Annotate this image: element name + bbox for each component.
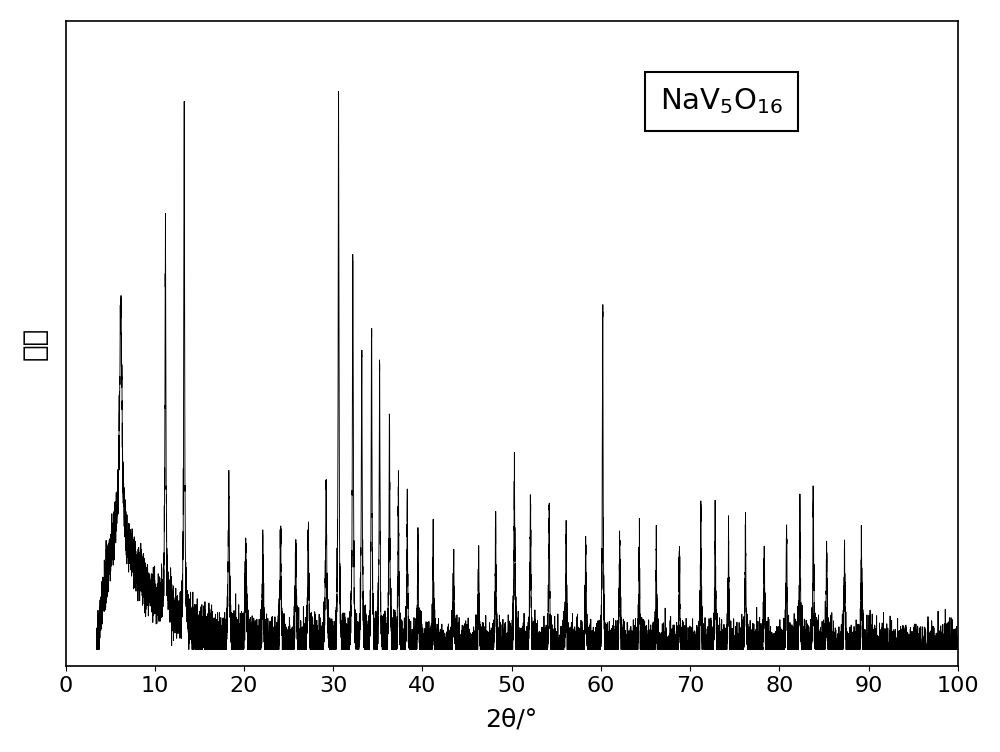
Y-axis label: 强度: 强度 bbox=[21, 327, 49, 360]
Text: NaV$_5$O$_{16}$: NaV$_5$O$_{16}$ bbox=[660, 86, 783, 117]
X-axis label: 2θ/°: 2θ/° bbox=[486, 707, 538, 731]
